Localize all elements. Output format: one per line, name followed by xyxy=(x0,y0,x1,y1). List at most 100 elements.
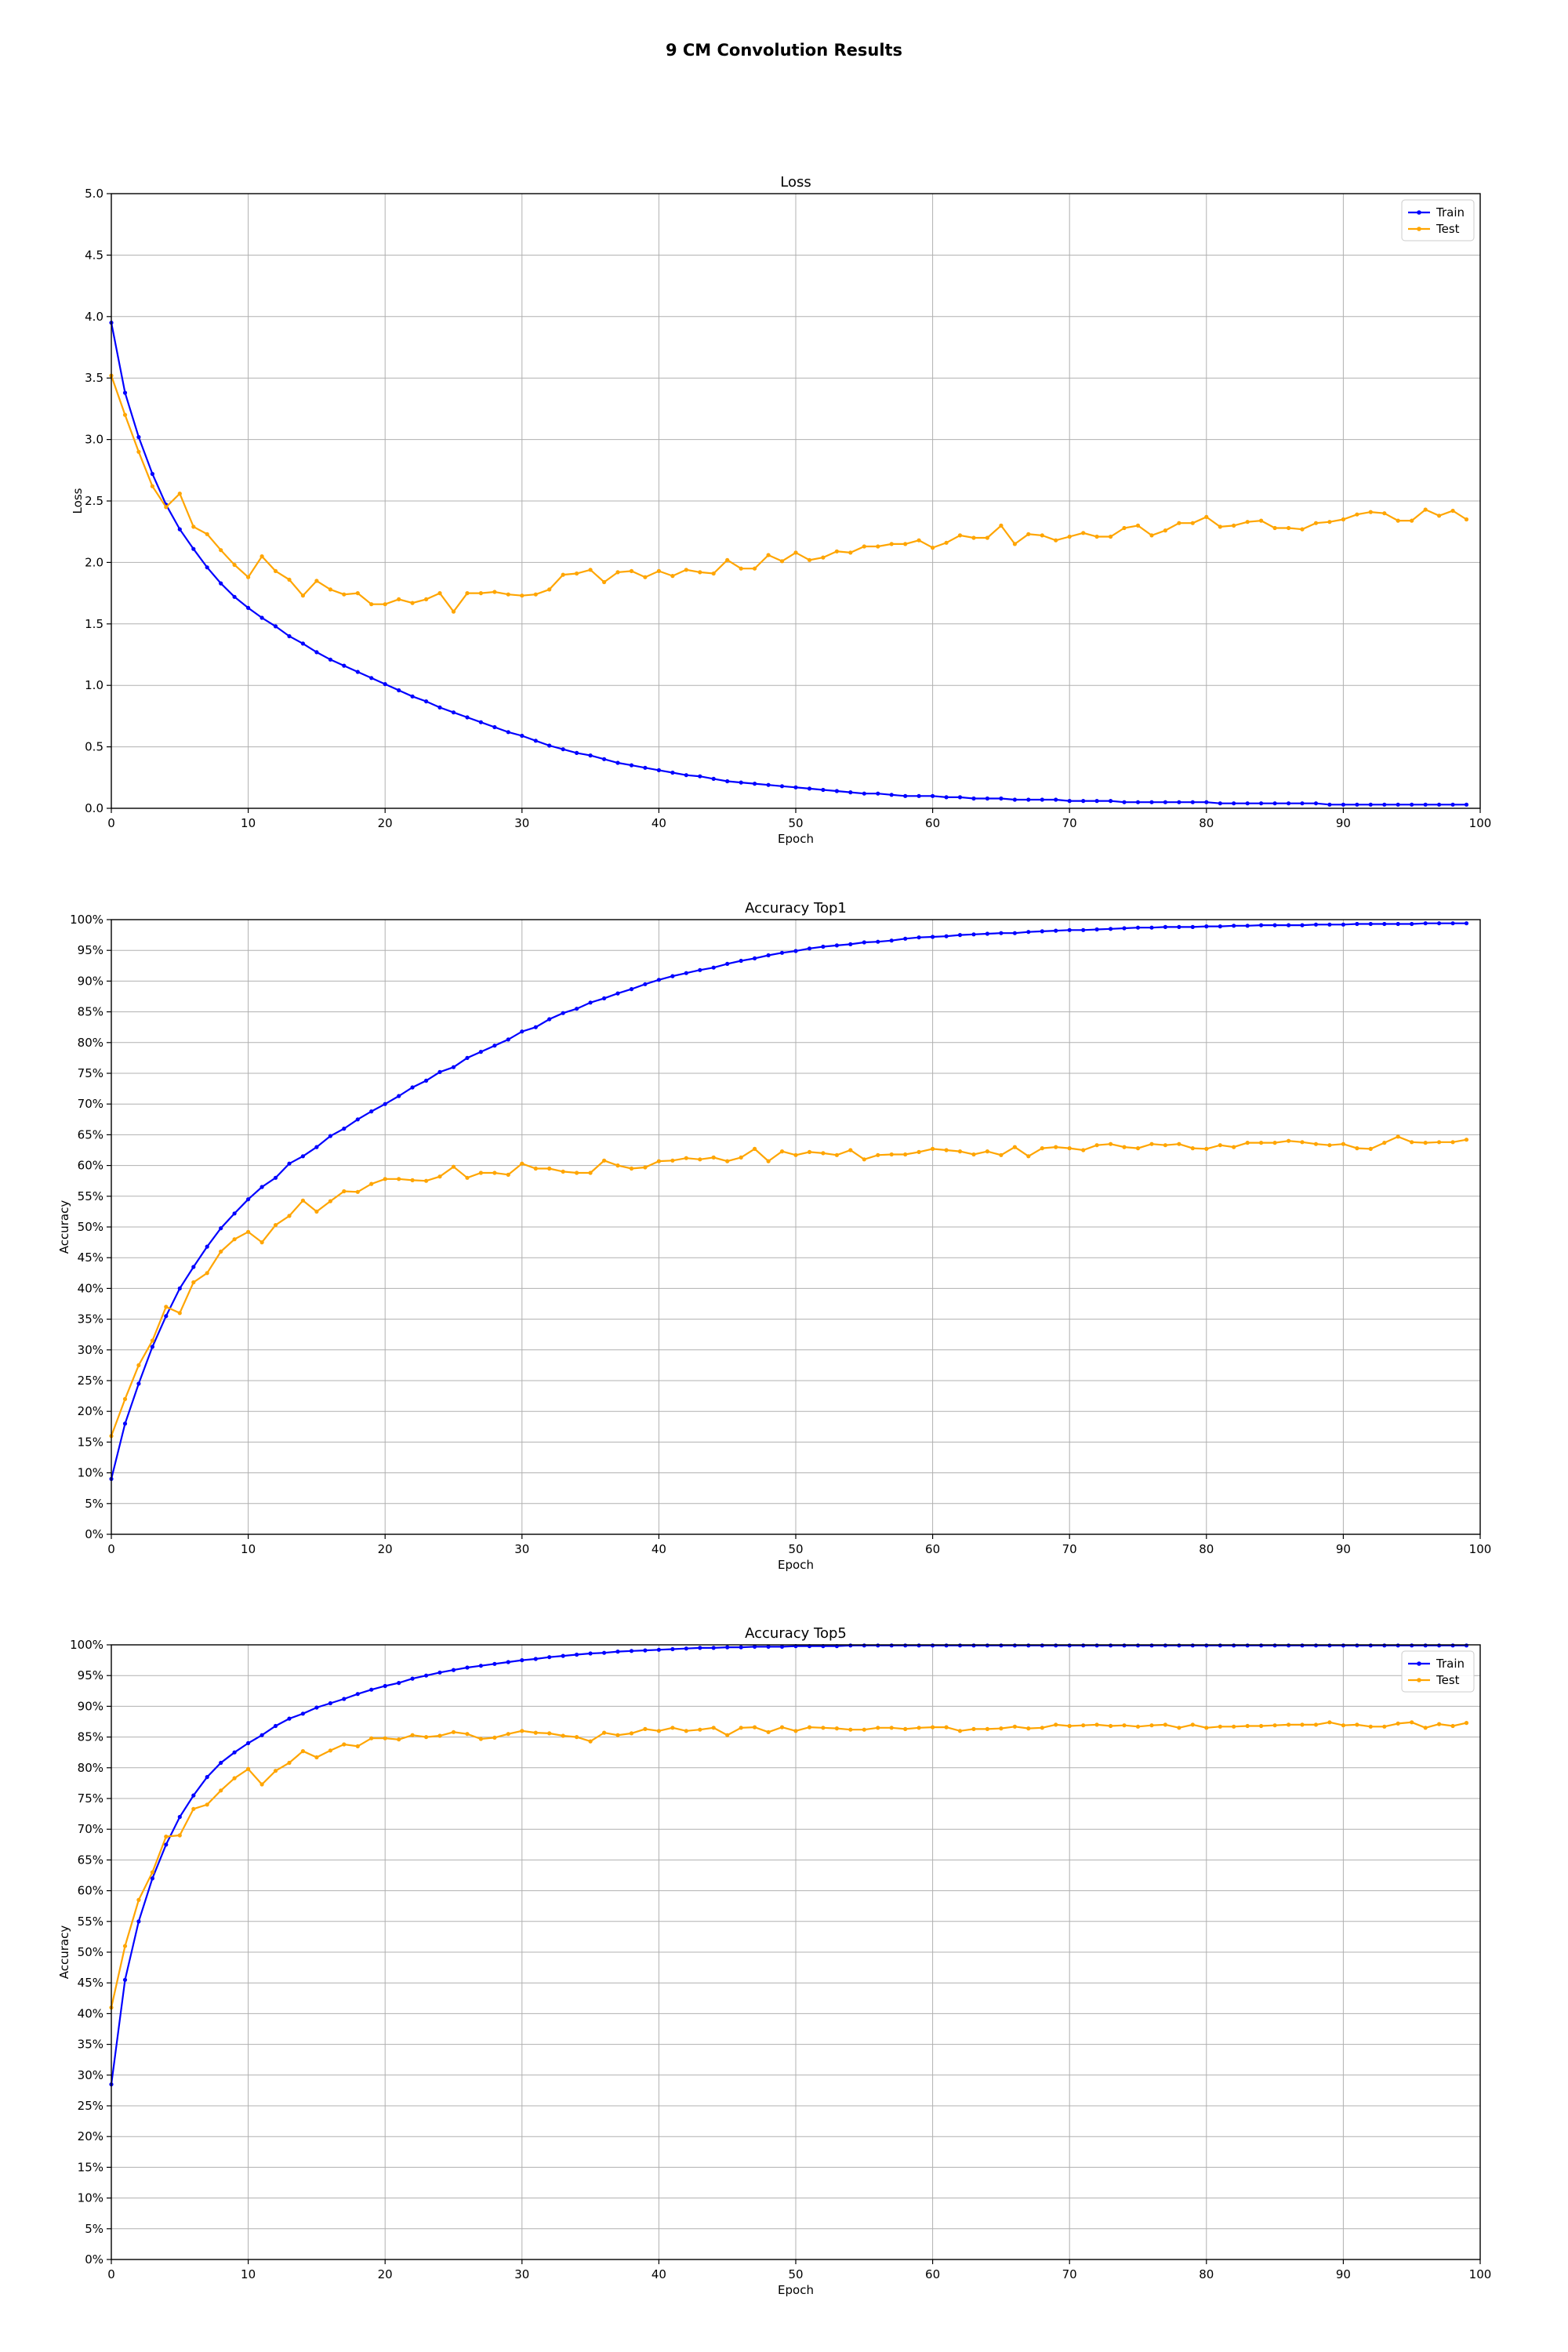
data-point xyxy=(164,1314,169,1319)
data-point xyxy=(328,1700,332,1706)
data-point xyxy=(397,1094,401,1098)
data-point xyxy=(766,1730,771,1734)
data-point xyxy=(1232,924,1236,928)
data-point xyxy=(1122,1723,1127,1728)
data-point xyxy=(287,1760,292,1766)
data-point xyxy=(424,1673,429,1678)
data-point xyxy=(533,1166,538,1171)
data-point xyxy=(410,1178,415,1182)
data-point xyxy=(1313,1643,1319,1648)
data-point xyxy=(1450,1140,1455,1145)
data-point xyxy=(779,1725,785,1730)
data-point xyxy=(1190,1722,1195,1727)
data-point xyxy=(164,1842,169,1847)
data-point xyxy=(643,1726,648,1731)
data-point xyxy=(150,1338,154,1343)
data-point xyxy=(1122,1145,1127,1149)
data-point xyxy=(547,1017,552,1022)
data-point xyxy=(1081,531,1086,535)
data-point xyxy=(492,1735,497,1740)
data-point xyxy=(793,1729,798,1733)
data-point xyxy=(999,1152,1004,1157)
data-point xyxy=(889,542,894,546)
data-point xyxy=(191,1280,196,1285)
data-point xyxy=(300,1198,305,1203)
data-point xyxy=(602,1158,607,1163)
data-point xyxy=(1272,1141,1277,1145)
data-point xyxy=(1287,801,1291,806)
data-point xyxy=(698,967,702,972)
data-point xyxy=(260,554,264,559)
data-point xyxy=(465,1732,470,1737)
data-point xyxy=(150,1345,154,1349)
data-point xyxy=(1327,520,1332,524)
data-point xyxy=(1410,1643,1414,1648)
data-point xyxy=(1026,1643,1031,1648)
data-point xyxy=(643,765,648,770)
x-tick-label: 40 xyxy=(652,816,666,830)
data-point xyxy=(424,597,429,602)
data-point xyxy=(985,931,989,936)
data-point xyxy=(287,577,292,583)
data-point xyxy=(342,592,347,597)
data-point xyxy=(944,934,949,938)
data-point xyxy=(1410,518,1414,523)
y-tick-label: 15% xyxy=(78,1435,103,1449)
data-point xyxy=(1368,1643,1373,1648)
data-point xyxy=(1094,1722,1099,1727)
data-point xyxy=(834,1152,839,1157)
data-point xyxy=(711,776,716,782)
data-point xyxy=(916,793,921,798)
data-point xyxy=(848,550,853,555)
x-tick-label: 100 xyxy=(1469,816,1492,830)
data-point xyxy=(656,768,662,773)
y-tick-label: 80% xyxy=(78,1761,103,1775)
data-point xyxy=(1245,801,1250,806)
data-point xyxy=(753,566,757,571)
y-tick-label: 55% xyxy=(78,1189,103,1203)
data-point xyxy=(478,1050,484,1054)
x-tick-label: 80 xyxy=(1199,2267,1214,2281)
data-point xyxy=(1204,514,1209,520)
data-point xyxy=(1300,1140,1305,1145)
data-point xyxy=(369,602,374,607)
data-point xyxy=(739,1155,743,1160)
data-point xyxy=(260,615,264,620)
data-point xyxy=(1245,1643,1250,1648)
subplot-1: 0 10 20 30 40 50 60 70 80 90 100 0.0 0.5 1.0 1.5 2.0 2.5… xyxy=(71,174,1491,846)
data-point xyxy=(1204,800,1209,804)
data-point xyxy=(876,939,880,944)
data-point xyxy=(355,670,360,674)
data-point xyxy=(793,1152,798,1157)
data-point xyxy=(260,1733,264,1737)
data-point xyxy=(684,773,688,778)
data-point xyxy=(328,1748,332,1753)
data-point xyxy=(1437,802,1442,807)
data-point xyxy=(246,1229,251,1234)
data-point xyxy=(1382,1724,1387,1729)
data-point xyxy=(711,1646,716,1650)
data-point xyxy=(753,1725,757,1730)
data-point xyxy=(903,1643,908,1648)
x-tick-label: 90 xyxy=(1336,1542,1351,1556)
data-point xyxy=(205,1244,209,1249)
data-point xyxy=(177,1833,182,1838)
data-point xyxy=(314,1145,319,1149)
data-point xyxy=(1026,1726,1031,1731)
data-point xyxy=(520,733,524,739)
data-point xyxy=(451,1164,456,1169)
x-tick-label: 0 xyxy=(107,1542,115,1556)
data-point xyxy=(287,633,292,639)
data-point xyxy=(615,760,620,765)
y-tick-label: 5% xyxy=(85,1497,103,1511)
x-tick-label: 100 xyxy=(1469,1542,1492,1556)
data-point xyxy=(273,568,278,574)
series-line-train xyxy=(110,322,1467,806)
y-tick-label: 5% xyxy=(85,2222,103,2236)
data-point xyxy=(957,1643,963,1648)
data-point xyxy=(821,944,826,949)
data-point xyxy=(807,1725,812,1730)
data-point xyxy=(1054,928,1058,933)
data-point xyxy=(971,535,976,540)
data-point xyxy=(1040,797,1044,802)
